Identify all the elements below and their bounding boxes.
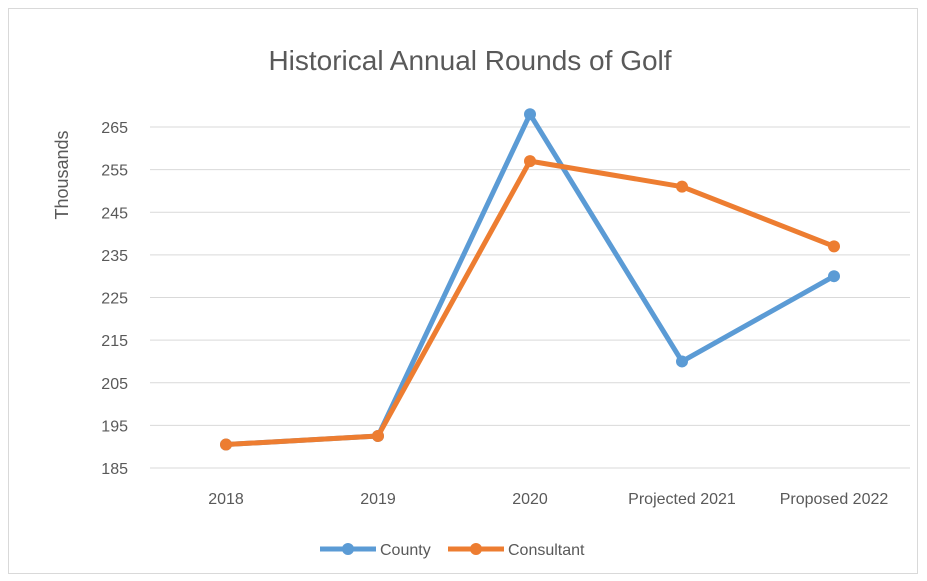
y-tick-label: 265 (101, 120, 128, 137)
x-tick-label: 2019 (360, 491, 396, 508)
data-point-consultant (524, 155, 536, 168)
legend-label: Consultant (508, 542, 585, 559)
series-lines (220, 108, 840, 451)
x-tick-label: 2018 (208, 491, 244, 508)
y-tick-label: 205 (101, 376, 128, 393)
chart-title: Historical Annual Rounds of Golf (268, 45, 671, 76)
legend-item-county: County (320, 542, 431, 559)
legend-swatch-marker (342, 543, 354, 555)
series-consultant (220, 155, 840, 451)
x-tick-label: 2020 (512, 491, 548, 508)
y-tick-label: 235 (101, 248, 128, 265)
y-tick-label: 185 (101, 461, 128, 478)
x-tick-label: Proposed 2022 (780, 491, 889, 508)
y-axis-title: Thousands (52, 130, 72, 219)
data-point-county (524, 108, 536, 121)
y-tick-label: 245 (101, 205, 128, 222)
legend-item-consultant: Consultant (448, 542, 585, 559)
data-point-consultant (220, 438, 232, 451)
legend-swatch-marker (470, 543, 482, 555)
legend: County Consultant (320, 542, 585, 559)
y-tick-labels: 185 195 205 215 225 235 245 255 265 (101, 120, 128, 478)
series-line-consultant (223, 158, 837, 448)
y-tick-label: 225 (101, 291, 128, 308)
y-tick-label: 255 (101, 163, 128, 180)
y-tick-label: 195 (101, 418, 128, 435)
data-point-county (828, 270, 840, 283)
chart-frame (8, 8, 918, 574)
gridlines (150, 126, 910, 469)
x-tick-label: Projected 2021 (628, 491, 736, 508)
data-point-consultant (676, 180, 688, 193)
data-point-county (676, 355, 688, 368)
legend-label: County (380, 542, 431, 559)
data-point-consultant (828, 240, 840, 253)
x-tick-labels: 2018 2019 2020 Projected 2021 Proposed 2022 (208, 491, 888, 508)
data-point-consultant (372, 430, 384, 443)
y-tick-label: 215 (101, 333, 128, 350)
